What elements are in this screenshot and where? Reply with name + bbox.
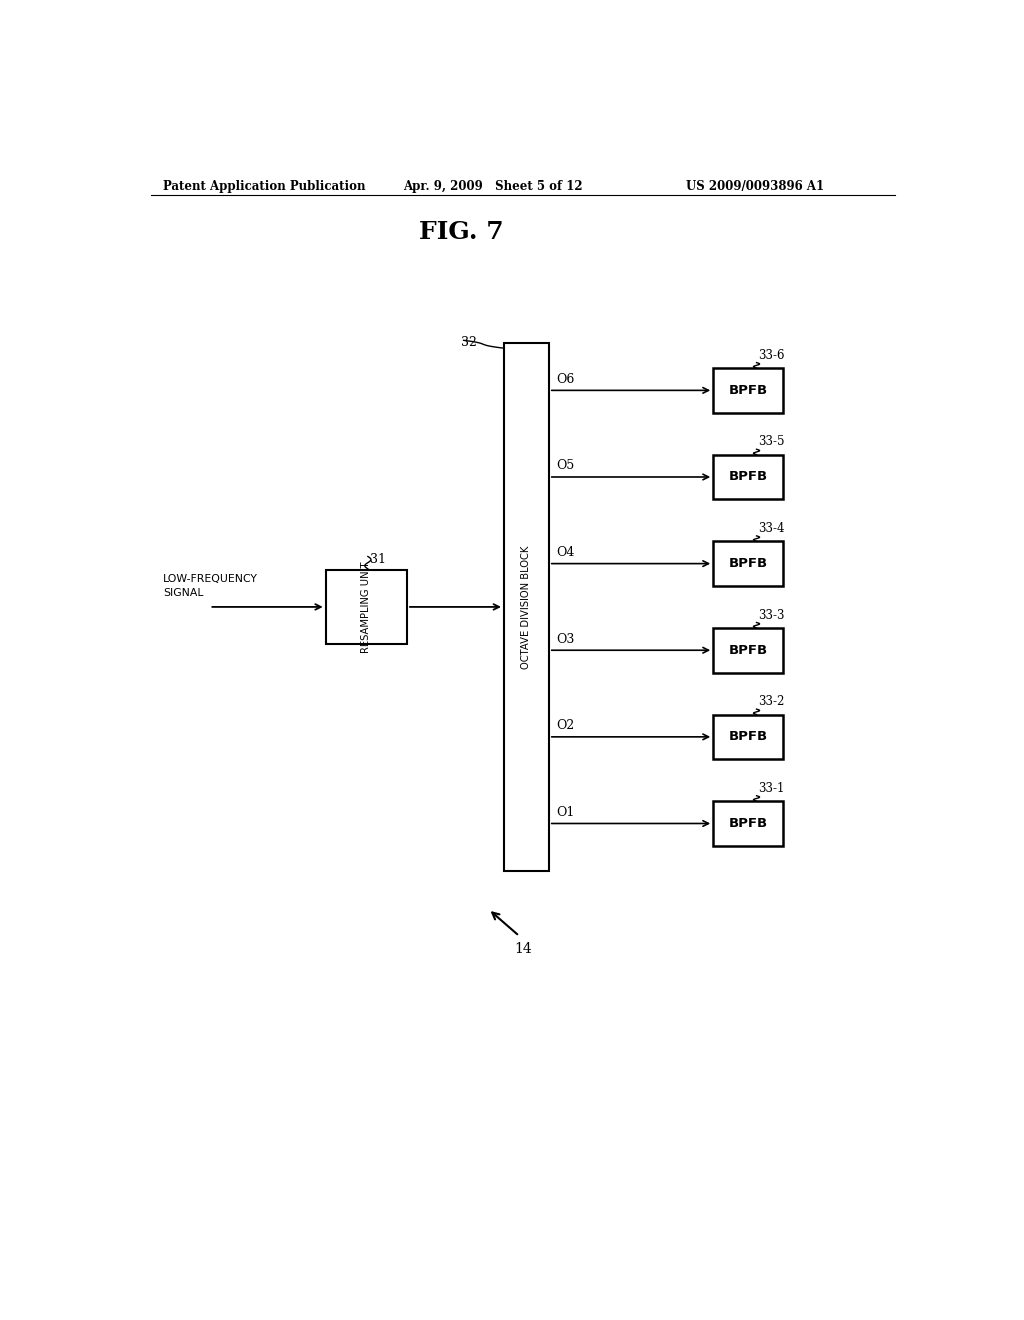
FancyBboxPatch shape bbox=[713, 368, 783, 413]
Text: US 2009/0093896 A1: US 2009/0093896 A1 bbox=[686, 180, 824, 193]
Text: 33-5: 33-5 bbox=[758, 436, 784, 449]
Text: O1: O1 bbox=[557, 807, 574, 818]
FancyBboxPatch shape bbox=[713, 628, 783, 673]
Text: 32: 32 bbox=[461, 337, 477, 350]
Text: O3: O3 bbox=[557, 632, 574, 645]
Text: RESAMPLING UNIT: RESAMPLING UNIT bbox=[361, 561, 372, 652]
FancyBboxPatch shape bbox=[713, 801, 783, 846]
Text: 33-4: 33-4 bbox=[758, 523, 784, 535]
Text: BPFB: BPFB bbox=[728, 644, 768, 657]
Text: 33-2: 33-2 bbox=[758, 696, 784, 709]
Text: 14: 14 bbox=[514, 942, 532, 956]
FancyBboxPatch shape bbox=[326, 570, 407, 644]
FancyBboxPatch shape bbox=[713, 454, 783, 499]
Text: LOW-FREQUENCY
SIGNAL: LOW-FREQUENCY SIGNAL bbox=[163, 574, 258, 598]
Text: O6: O6 bbox=[557, 372, 574, 385]
FancyBboxPatch shape bbox=[713, 541, 783, 586]
Text: BPFB: BPFB bbox=[728, 817, 768, 830]
Text: Patent Application Publication: Patent Application Publication bbox=[163, 180, 366, 193]
Text: BPFB: BPFB bbox=[728, 384, 768, 397]
Text: O2: O2 bbox=[557, 719, 574, 733]
FancyBboxPatch shape bbox=[713, 714, 783, 759]
FancyBboxPatch shape bbox=[504, 343, 549, 871]
Text: Apr. 9, 2009   Sheet 5 of 12: Apr. 9, 2009 Sheet 5 of 12 bbox=[403, 180, 583, 193]
Text: O4: O4 bbox=[557, 546, 574, 558]
Text: BPFB: BPFB bbox=[728, 730, 768, 743]
Text: BPFB: BPFB bbox=[728, 470, 768, 483]
Text: 33-6: 33-6 bbox=[758, 348, 784, 362]
Text: OCTAVE DIVISION BLOCK: OCTAVE DIVISION BLOCK bbox=[521, 545, 531, 669]
Text: 33-3: 33-3 bbox=[758, 609, 784, 622]
Text: 31: 31 bbox=[371, 553, 386, 566]
Text: FIG. 7: FIG. 7 bbox=[419, 220, 504, 244]
Text: BPFB: BPFB bbox=[728, 557, 768, 570]
Text: 33-1: 33-1 bbox=[758, 781, 784, 795]
Text: O5: O5 bbox=[557, 459, 574, 473]
